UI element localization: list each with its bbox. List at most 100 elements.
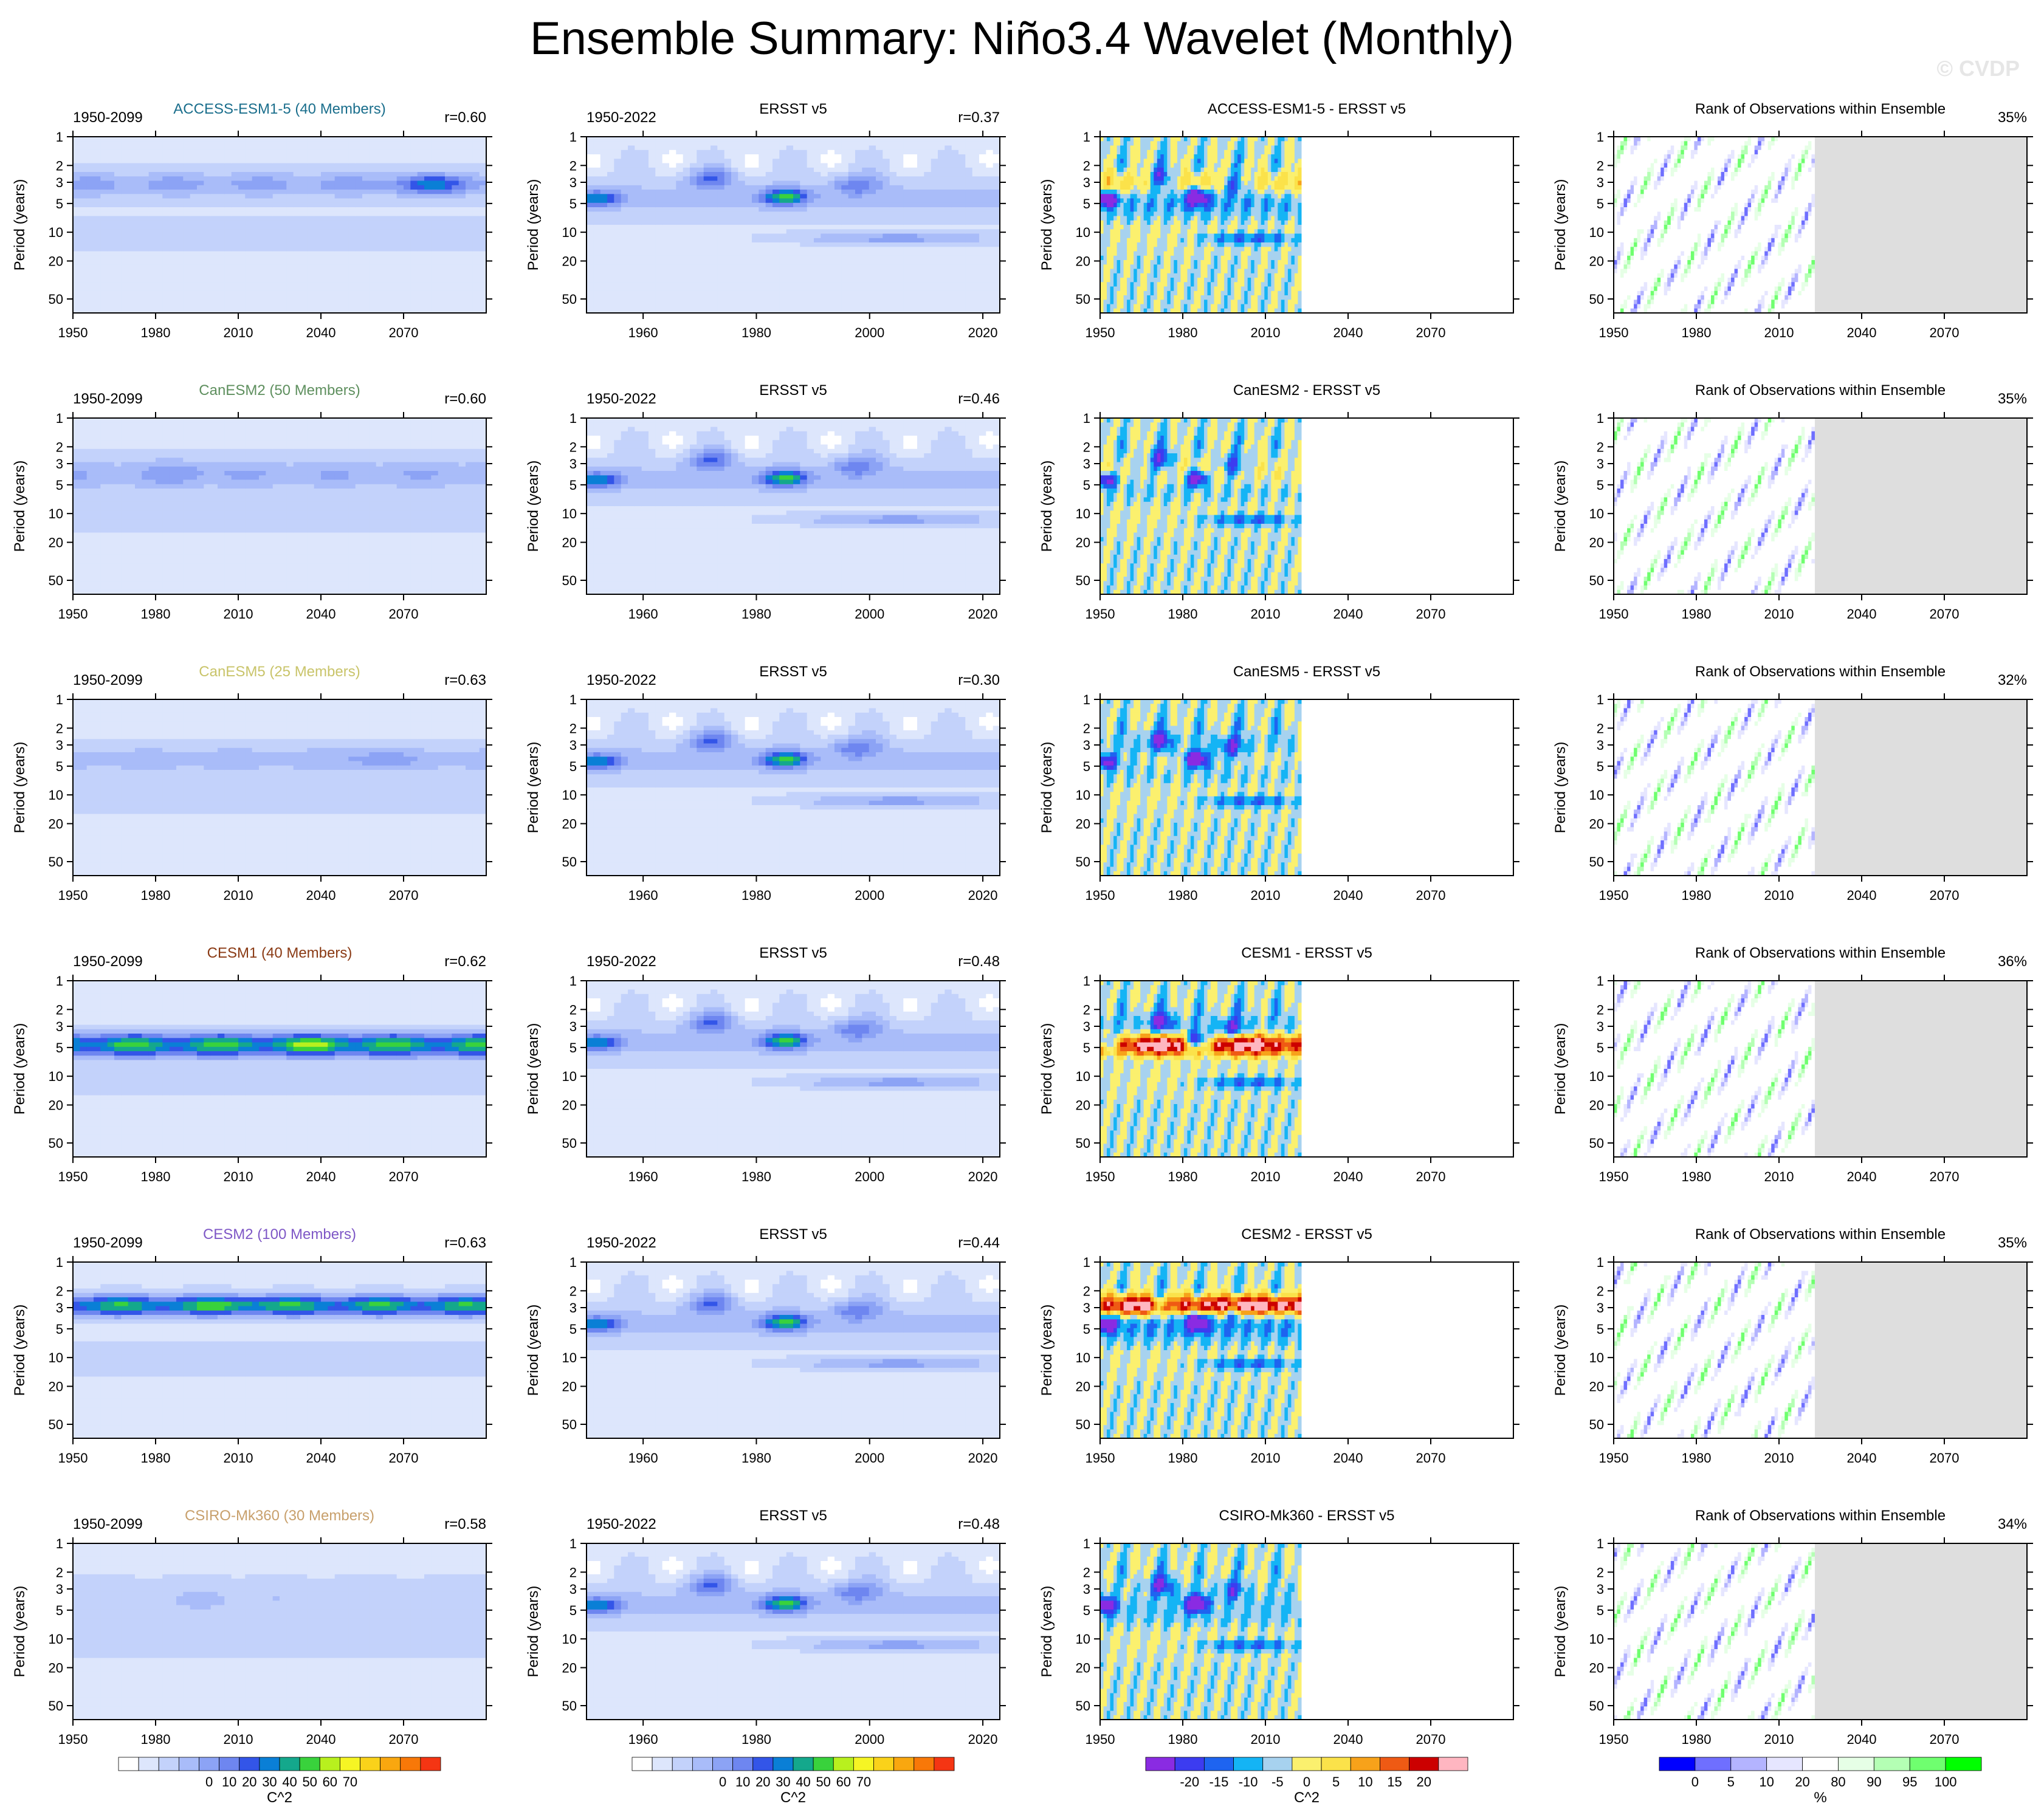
heatmap-cell [890,203,897,208]
heatmap-cell [814,154,821,159]
heatmap-cell [1104,150,1107,155]
heatmap-cell [328,150,335,155]
heatmap-cell [759,146,766,151]
heatmap-cell [766,203,773,208]
heatmap-cell [600,185,608,190]
heatmap-cell [294,159,301,163]
heatmap-cell [711,252,718,256]
heatmap-cell [828,194,835,199]
heatmap-cell [683,190,690,194]
heatmap-cell [176,159,184,163]
heatmap-cell [452,229,459,234]
heatmap-cell [896,203,904,208]
heatmap-cell [314,260,322,265]
heatmap-cell [979,211,986,216]
heatmap-cell [418,221,425,225]
heatmap-cell [724,159,732,163]
heatmap-cell [704,168,711,173]
heatmap-cell [218,137,225,142]
x-tick-label: 2070 [389,325,419,340]
heatmap-cell [800,273,807,278]
heatmap-cell [342,252,349,256]
heatmap-cell [958,190,966,194]
heatmap-cell [731,247,738,252]
heatmap-cell [676,287,683,292]
heatmap-cell [266,287,273,292]
heatmap-cell [731,300,738,304]
heatmap-cell [342,190,349,194]
heatmap-cell [424,194,432,199]
heatmap-cell [600,172,608,177]
heatmap-cell [807,185,814,190]
heatmap-cell [834,260,842,265]
heatmap-cell [335,181,342,186]
heatmap-cell [114,163,122,168]
heatmap-cell [356,146,363,151]
heatmap-cell [307,221,314,225]
heatmap-cell [642,269,649,274]
heatmap-cell [410,234,418,239]
heatmap-cell [814,207,821,212]
heatmap-cell [452,176,459,181]
heatmap-cell [669,190,676,194]
heatmap-cell [869,154,876,159]
heatmap-cell [321,256,328,261]
heatmap-cell [300,225,308,230]
heatmap-cell [266,229,273,234]
heatmap-cell [690,229,697,234]
heatmap-cell [87,163,94,168]
heatmap-cell [628,207,635,212]
heatmap-cell [307,194,314,199]
heatmap-cell [259,291,266,296]
heatmap-cell [704,304,711,309]
heatmap-cell [232,278,239,283]
heatmap-cell [945,211,952,216]
heatmap-cell [607,273,614,278]
heatmap-cell [183,137,190,142]
heatmap-cell [204,207,211,212]
heatmap-cell [834,229,842,234]
heatmap-cell [676,199,683,204]
heatmap-cell [642,150,649,155]
heatmap-cell [635,141,642,146]
heatmap-cell [397,295,404,300]
heatmap-cell [162,146,170,151]
heatmap-cell [676,242,683,247]
heatmap-cell [397,304,404,309]
heatmap-cell [883,154,890,159]
heatmap-cell [80,181,87,186]
heatmap-cell [690,154,697,159]
heatmap-cell [979,304,986,309]
heatmap-cell [390,252,397,256]
heatmap-cell [600,176,608,181]
heatmap-cell [211,221,218,225]
heatmap-cell [94,181,101,186]
heatmap-cell [80,229,87,234]
heatmap-cell [697,137,704,142]
heatmap-cell [466,238,473,243]
heatmap-cell [938,150,945,155]
heatmap-cell [383,225,390,230]
heatmap-cell [307,282,314,287]
heatmap-cell [176,199,184,204]
heatmap-cell [1107,194,1110,199]
heatmap-cell [286,269,294,274]
heatmap-cell [821,154,828,159]
heatmap-cell [162,260,170,265]
heatmap-cell [245,229,252,234]
heatmap-cell [683,269,690,274]
heatmap-cell [979,295,986,300]
heatmap-cell [170,269,177,274]
heatmap-cell [635,190,642,194]
heatmap-cell [218,216,225,221]
heatmap-cell [466,216,473,221]
heatmap-cell [335,278,342,283]
heatmap-cell [855,168,862,173]
heatmap-cell [834,154,842,159]
heatmap-cell [834,176,842,181]
heatmap-cell [328,168,335,173]
heatmap-cell [314,190,322,194]
heatmap-cell [807,159,814,163]
heatmap-cell [170,221,177,225]
heatmap-cell [183,159,190,163]
